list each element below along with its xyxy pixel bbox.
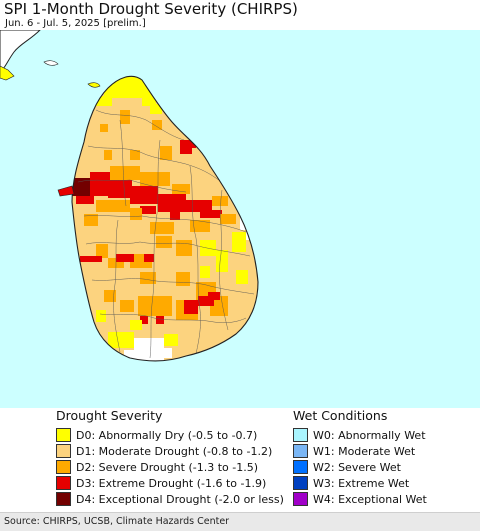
legend-label: W1: Moderate Wet — [313, 444, 416, 458]
islet — [43, 60, 59, 66]
d4-swatch — [56, 492, 71, 506]
legend-label: W0: Abnormally Wet — [313, 428, 426, 442]
legend-label: D1: Moderate Drought (-0.8 to -1.2) — [76, 444, 273, 458]
legend-label: W3: Extreme Wet — [313, 476, 410, 490]
legend-label: D2: Severe Drought (-1.3 to -1.5) — [76, 460, 259, 474]
map-title: SPI 1-Month Drought Severity (CHIRPS) — [4, 0, 298, 18]
legend-label: D4: Exceptional Drought (-2.0 or less) — [76, 492, 284, 506]
no-drought-south — [124, 338, 172, 361]
legend-label: W4: Exceptional Wet — [313, 492, 427, 506]
legend-item-d1: D1: Moderate Drought (-0.8 to -1.2) — [56, 444, 272, 458]
source-text: Source: CHIRPS, UCSB, Climate Hazards Ce… — [4, 516, 230, 527]
legend-item-d3: D3: Extreme Drought (-1.6 to -1.9) — [56, 476, 266, 490]
d3-swatch — [56, 476, 71, 490]
w1-swatch — [293, 444, 308, 458]
district-boundaries — [77, 109, 255, 359]
india-d0-patch — [0, 65, 15, 81]
w0-swatch — [293, 428, 308, 442]
d0-east-south-patches — [96, 232, 248, 348]
d3-northeast — [180, 140, 196, 154]
d3-central-band — [76, 172, 222, 220]
source-footer: Source: CHIRPS, UCSB, Climate Hazards Ce… — [0, 512, 480, 531]
legend-item-w3: W3: Extreme Wet — [293, 476, 409, 490]
legend-label: D3: Extreme Drought (-1.6 to -1.9) — [76, 476, 267, 490]
legend-item-d4: D4: Exceptional Drought (-2.0 or less) — [56, 492, 284, 506]
w3-swatch — [293, 476, 308, 490]
drought-map — [0, 30, 480, 408]
sri-lanka-coastline — [71, 75, 259, 362]
legend-item-d2: D2: Severe Drought (-1.3 to -1.5) — [56, 460, 258, 474]
legend-label: D0: Abnormally Dry (-0.5 to -0.7) — [76, 428, 258, 442]
wet-legend-title: Wet Conditions — [293, 408, 388, 423]
map-subtitle: Jun. 6 - Jul. 5, 2025 [prelim.] — [5, 18, 146, 29]
legend-item-w2: W2: Severe Wet — [293, 460, 401, 474]
mannar-island — [57, 185, 75, 197]
d3-south-patches — [80, 254, 220, 324]
jaffna-islets — [87, 82, 101, 88]
d0-swatch — [56, 428, 71, 442]
w2-swatch — [293, 460, 308, 474]
legend-label: W2: Severe Wet — [313, 460, 401, 474]
legend-item-w1: W1: Moderate Wet — [293, 444, 415, 458]
d1-swatch — [56, 444, 71, 458]
w4-swatch — [293, 492, 308, 506]
legend-item-w4: W4: Exceptional Wet — [293, 492, 427, 506]
d2-central-band — [84, 166, 236, 234]
drought-legend-title: Drought Severity — [56, 408, 163, 423]
d2-swatch — [56, 460, 71, 474]
legend-item-d0: D0: Abnormally Dry (-0.5 to -0.7) — [56, 428, 257, 442]
legend-item-w0: W0: Abnormally Wet — [293, 428, 426, 442]
d4-west-patch — [72, 178, 90, 196]
